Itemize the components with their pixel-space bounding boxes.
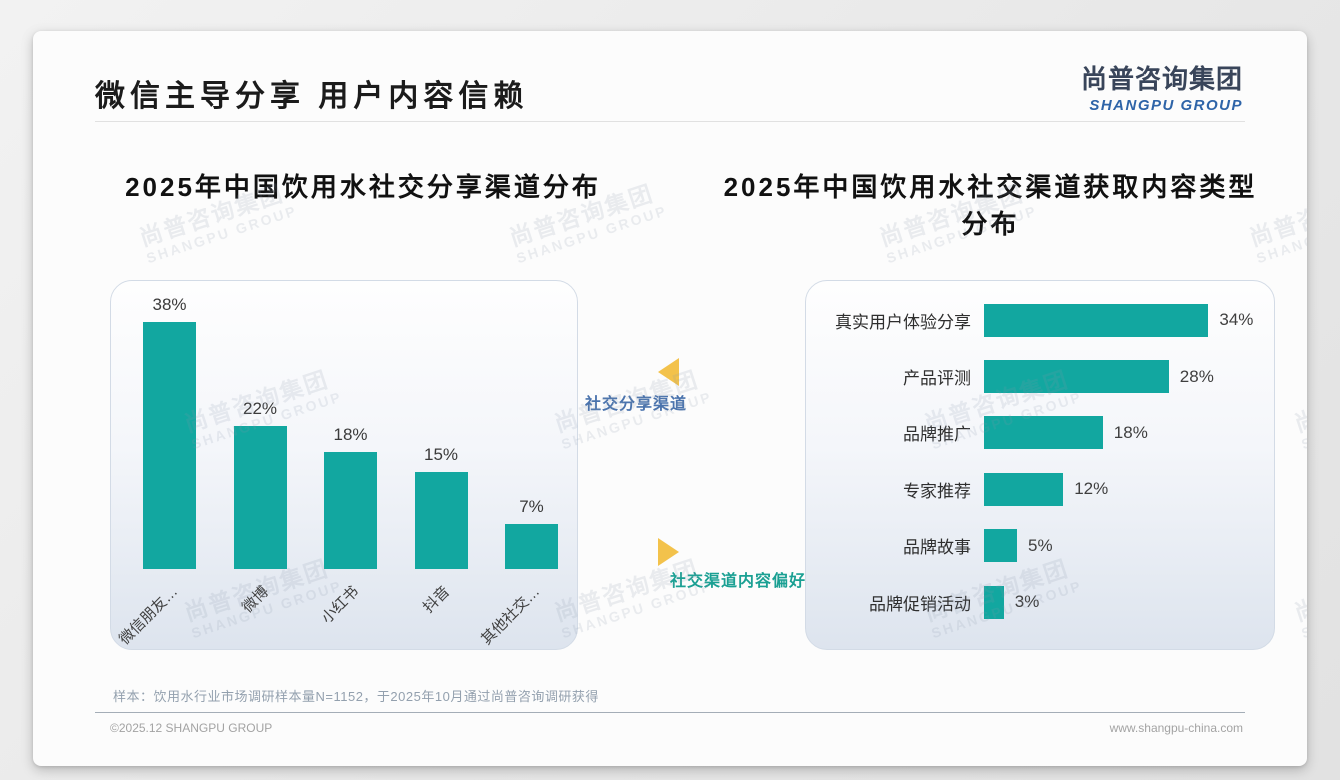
bar-category-label: 小红书: [318, 583, 363, 627]
bar-segment: [984, 416, 1103, 450]
bar-segment: [414, 471, 468, 569]
hbar-row: 品牌推广 18%: [806, 405, 1274, 461]
bar-segment: [324, 452, 377, 569]
bar-segment: [143, 322, 196, 569]
left-chart-plot: 38% 微信朋友… 22% 微博 18% 小红书 15% 抖音 7% 其他社交…: [111, 281, 577, 649]
bar-segment: [233, 426, 287, 569]
bar-segment: [984, 472, 1064, 506]
header-divider: [95, 121, 1245, 122]
bar-value-label: 18%: [1113, 422, 1148, 442]
bar-segment: [984, 303, 1209, 337]
slide: 尚普咨询集团 SHANGPU GROUP 尚普咨询集团 SHANGPU GROUP 尚普…: [33, 31, 1307, 766]
bar-segment: [505, 523, 558, 569]
bar-value-label: 28%: [1179, 366, 1214, 386]
hbar-row: 专家推荐 12%: [806, 461, 1274, 517]
brand-logo: 尚普咨询集团 SHANGPU GROUP: [1081, 59, 1243, 114]
bar-value-label: 18%: [333, 425, 368, 444]
left-annotation-label: 社交分享渠道: [585, 396, 688, 413]
website: www.shangpu-china.com: [1109, 721, 1243, 735]
bar-value-label: 7%: [519, 496, 544, 516]
bar-value-label: 5%: [1028, 535, 1053, 555]
hbar-category-label: 品牌促销活动: [869, 594, 971, 614]
brand-logo-english: SHANGPU GROUP: [1089, 97, 1243, 114]
right-arrow-icon: [658, 538, 679, 566]
bar-category-label: 微博: [238, 583, 273, 617]
hbar-category-label: 专家推荐: [903, 481, 971, 501]
hbar-category-label: 真实用户体验分享: [835, 312, 971, 332]
left-chart-card: 38% 微信朋友… 22% 微博 18% 小红书 15% 抖音 7% 其他社交…: [110, 280, 578, 650]
bar-category-label: 微信朋友…: [116, 583, 182, 649]
bar-value-label: 3%: [1014, 592, 1040, 612]
bar-value-label: 12%: [1074, 479, 1109, 499]
hbar-category-label: 品牌推广: [903, 425, 971, 445]
bar-value-label: 15%: [423, 444, 459, 464]
hbar-category-label: 品牌故事: [903, 538, 971, 558]
page-title: 微信主导分享 用户内容信赖: [95, 80, 529, 113]
brand-logo-chinese: 尚普咨询集团: [1080, 64, 1243, 94]
slide-content: 微信主导分享 用户内容信赖 尚普咨询集团 SHANGPU GROUP 2025年…: [33, 31, 1307, 766]
hbar-row: 品牌故事 5%: [806, 518, 1274, 574]
right-chart-plot: 真实用户体验分享 34% 产品评测 28% 品牌推广 18% 专家推荐 12% 品牌故事 5% 品牌…: [806, 281, 1274, 649]
bar-value-label: 22%: [242, 399, 278, 418]
bar-category-label: 抖音: [419, 583, 454, 617]
bar-segment: [984, 529, 1017, 563]
hbar-row: 产品评测 28%: [806, 348, 1274, 404]
hbar-category-label: 产品评测: [903, 369, 971, 389]
hbar-row: 品牌促销活动 3%: [806, 574, 1274, 630]
bar-segment: [984, 360, 1169, 394]
right-chart-title: 2025年中国饮用水社交渠道获取内容类型分布: [723, 172, 1258, 239]
bar-category-label: 其他社交…: [478, 583, 544, 649]
bar-value-label: 38%: [152, 295, 187, 314]
bar-segment: [984, 585, 1004, 619]
hbar-row: 真实用户体验分享 34%: [806, 292, 1274, 348]
copyright: ©2025.12 SHANGPU GROUP: [110, 721, 273, 735]
right-chart-card: 真实用户体验分享 34% 产品评测 28% 品牌推广 18% 专家推荐 12% 品牌故事 5% 品牌…: [805, 280, 1275, 650]
left-chart-title: 2025年中国饮用水社交分享渠道分布: [125, 172, 601, 202]
footer-divider: [95, 712, 1245, 713]
right-annotation-label: 社交渠道内容偏好: [670, 573, 807, 590]
bar-value-label: 34%: [1219, 310, 1254, 330]
sample-note: 样本：饮用水行业市场调研样本量N=1152，于2025年10月通过尚普咨询调研获…: [113, 689, 599, 704]
left-arrow-icon: [658, 358, 679, 386]
